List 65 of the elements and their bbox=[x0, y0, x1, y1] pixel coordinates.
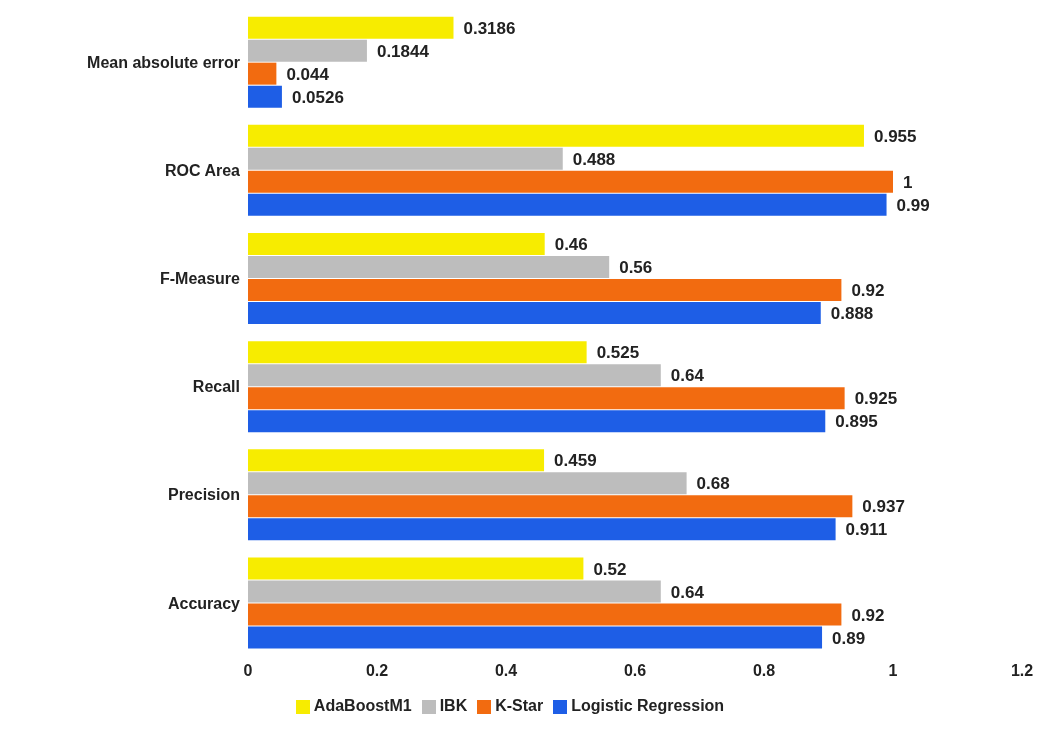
data-label: 0.955 bbox=[873, 126, 917, 146]
x-tick-label: 1 bbox=[888, 662, 898, 680]
data-label: 0.459 bbox=[554, 451, 597, 471]
bar bbox=[248, 603, 842, 626]
data-label: 0.0526 bbox=[291, 87, 344, 107]
x-tick-label: 0 bbox=[243, 662, 253, 680]
data-label: 0.911 bbox=[845, 520, 888, 540]
bar bbox=[248, 124, 864, 147]
legend-label: AdaBoostM1 bbox=[313, 697, 412, 714]
data-label: 0.488 bbox=[572, 149, 616, 169]
bar bbox=[248, 410, 826, 433]
bar bbox=[248, 449, 545, 472]
data-label: 0.937 bbox=[862, 497, 905, 517]
data-label: 1 bbox=[903, 172, 913, 192]
x-tick-label: 0.4 bbox=[494, 662, 518, 680]
bar bbox=[248, 301, 821, 324]
bar bbox=[248, 364, 661, 387]
y-tick-label: ROC Area bbox=[165, 161, 241, 179]
y-tick-label: Recall bbox=[192, 378, 240, 396]
bar bbox=[248, 16, 454, 39]
legend-label: IBK bbox=[439, 697, 468, 714]
bar bbox=[248, 193, 887, 216]
data-label: 0.56 bbox=[619, 258, 653, 278]
data-label: 0.46 bbox=[554, 235, 588, 255]
data-label: 0.92 bbox=[851, 281, 885, 301]
data-label: 0.525 bbox=[596, 343, 640, 363]
bar bbox=[248, 85, 282, 108]
data-label: 0.888 bbox=[830, 304, 874, 324]
x-tick-label: 0.2 bbox=[365, 662, 389, 680]
x-tick-label: 0.6 bbox=[623, 662, 647, 680]
bar bbox=[248, 626, 823, 649]
bar bbox=[248, 495, 853, 518]
data-label: 0.64 bbox=[670, 582, 705, 602]
legend-label: Logistic Regression bbox=[571, 697, 725, 714]
data-label: 0.3186 bbox=[463, 18, 516, 38]
bar bbox=[248, 147, 563, 170]
bar bbox=[248, 341, 587, 364]
data-label: 0.895 bbox=[835, 412, 878, 432]
legend-label: K-Star bbox=[495, 697, 544, 714]
data-label: 0.64 bbox=[670, 366, 705, 386]
bar bbox=[248, 39, 367, 62]
data-label: 0.925 bbox=[854, 389, 898, 409]
bar bbox=[248, 472, 687, 495]
x-tick-label: 0.8 bbox=[752, 662, 776, 680]
bar bbox=[248, 170, 893, 193]
data-label: 0.68 bbox=[696, 474, 730, 494]
y-tick-label: Accuracy bbox=[167, 594, 241, 612]
bar bbox=[248, 580, 661, 603]
data-label: 0.1844 bbox=[376, 41, 430, 61]
bar bbox=[248, 255, 610, 278]
x-tick-label: 1.2 bbox=[1010, 662, 1034, 680]
data-label: 0.99 bbox=[896, 195, 930, 215]
data-label: 0.044 bbox=[286, 64, 330, 84]
bar bbox=[248, 232, 545, 255]
y-tick-label: F-Measure bbox=[159, 270, 241, 288]
bar bbox=[248, 387, 845, 410]
data-label: 0.92 bbox=[851, 605, 885, 625]
bar bbox=[248, 62, 277, 85]
y-tick-label: Precision bbox=[167, 486, 240, 504]
bar bbox=[248, 278, 842, 301]
y-tick-label: Mean absolute error bbox=[87, 53, 240, 71]
data-label: 0.52 bbox=[593, 559, 627, 579]
data-label: 0.89 bbox=[832, 628, 866, 648]
bar bbox=[248, 518, 836, 541]
bar bbox=[248, 557, 584, 580]
